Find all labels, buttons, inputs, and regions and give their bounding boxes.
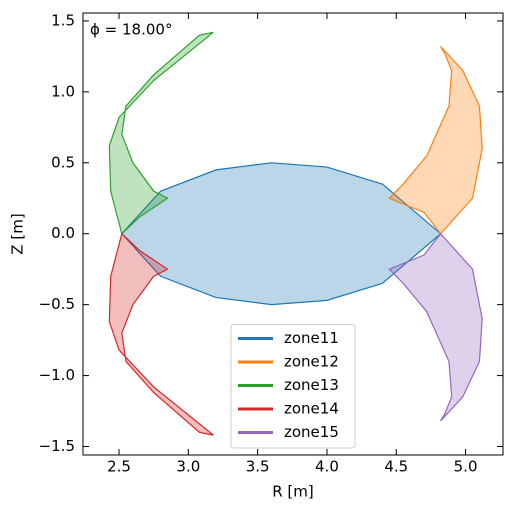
annotation: ϕ = 18.00° [90,21,172,39]
y-tick-label: 1.5 [51,11,75,29]
x-tick-label: 4.5 [384,458,408,476]
y-tick-label: −1.5 [39,437,75,455]
legend-label: zone13 [284,376,339,394]
zone-mesh [388,232,483,422]
x-tick-label: 4.0 [315,458,339,476]
y-tick-label: −0.5 [39,295,75,313]
x-tick-label: 2.5 [107,458,131,476]
legend-label: zone15 [284,423,339,441]
zone-mesh [120,162,442,306]
legend-label: zone11 [284,329,339,347]
x-tick-label: 5.0 [454,458,478,476]
x-tick-label: 3.0 [176,458,200,476]
legend-label: zone14 [284,400,339,418]
zone-mesh [108,232,214,436]
x-tick-label: 3.5 [246,458,270,476]
x-axis-label: R [m] [272,483,314,501]
y-tick-label: 1.0 [51,82,75,100]
plot-area [108,31,483,436]
y-tick-label: 0.5 [51,153,75,171]
y-tick-label: 0.0 [51,224,75,242]
zone-mesh [108,31,214,235]
zone-mesh [388,46,483,235]
y-tick-label: −1.0 [39,366,75,384]
legend-label: zone12 [284,353,339,371]
legend-box [230,324,356,449]
y-axis-label: Z [m] [9,213,27,254]
